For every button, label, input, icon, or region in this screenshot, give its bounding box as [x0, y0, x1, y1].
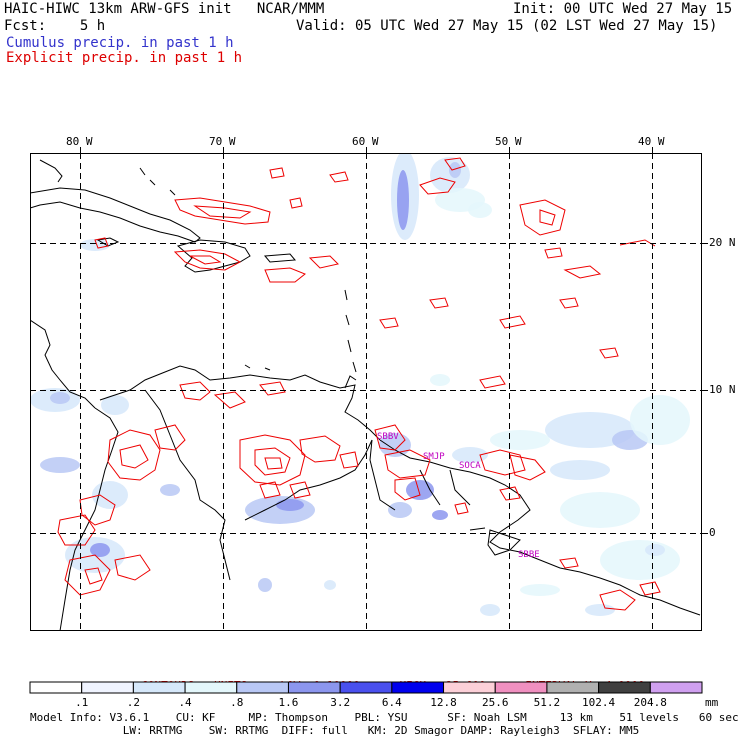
- colorbar-swatch: [132, 681, 186, 694]
- init-time: Init: 00 UTC Wed 27 May 15: [513, 1, 733, 17]
- colorbar-tick: 12.8: [430, 696, 457, 709]
- colorbar-swatch: [391, 681, 445, 694]
- explicit-precip-contours: [57, 157, 661, 611]
- map-frame: [30, 153, 702, 631]
- colorbar-swatch: [494, 681, 548, 694]
- plot-title: HAIC-HIWC 13km ARW-GFS init NCAR/MMM: [4, 1, 325, 17]
- cumulus-legend-label: Cumulus precip. in past 1 h: [6, 35, 234, 51]
- colorbar-tick: 204.8: [633, 696, 667, 709]
- colorbar-tick: 1.6: [278, 696, 299, 709]
- colorbar-swatch: [443, 681, 496, 694]
- station-sbbv: SBBV: [377, 432, 399, 442]
- precip-colorbar: [29, 681, 703, 694]
- model-info-line1: Model Info: V3.6.1 CU: KF MP: Thompson P…: [30, 711, 739, 724]
- cumulus-precip-shading: [30, 153, 690, 616]
- colorbar-swatch: [339, 681, 393, 694]
- colorbar-swatch: [29, 681, 83, 694]
- explicit-legend-label: Explicit precip. in past 1 h: [6, 50, 243, 66]
- station-smjp: SMJP: [423, 452, 445, 462]
- lon-label-70w: 70 W: [209, 135, 236, 148]
- colorbar-tick: 51.2: [533, 696, 561, 709]
- valid-time: Valid: 05 UTC Wed 27 May 15 (02 LST Wed …: [296, 18, 718, 34]
- colorbar-swatch: [184, 681, 238, 694]
- colorbar-tick: .1: [75, 696, 89, 709]
- colorbar-tick: .2: [126, 696, 140, 709]
- lon-label-60w: 60 W: [352, 135, 379, 148]
- colorbar-swatch: [287, 681, 341, 694]
- lat-label-10n: 10 N: [709, 383, 736, 396]
- colorbar-tick: 3.2: [330, 696, 351, 709]
- lat-lon-grid: [30, 153, 702, 631]
- colorbar-tick: 6.4: [381, 696, 402, 709]
- model-info-line2: LW: RRTMG SW: RRTMG DIFF: full KM: 2D Sm…: [30, 724, 640, 737]
- colorbar-swatch: [649, 681, 703, 694]
- lat-label-20n: 20 N: [709, 236, 736, 249]
- lon-label-40w: 40 W: [638, 135, 665, 148]
- colorbar-swatch: [236, 681, 289, 694]
- station-soca: SOCA: [459, 461, 481, 471]
- colorbar-swatch: [598, 681, 651, 694]
- forecast-hour: Fcst: 5 h: [4, 18, 106, 34]
- lon-label-50w: 50 W: [495, 135, 522, 148]
- colorbar-swatch: [81, 681, 134, 694]
- colorbar-tick: .8: [230, 696, 244, 709]
- axis-ticks: [80, 147, 708, 534]
- lon-label-80w: 80 W: [66, 135, 93, 148]
- colorbar-tick: 25.6: [481, 696, 509, 709]
- colorbar-tick: .4: [178, 696, 192, 709]
- colorbar-swatch: [546, 681, 600, 694]
- colorbar-units: mm: [705, 696, 719, 709]
- colorbar-tick: 102.4: [582, 696, 616, 709]
- coastlines: [30, 159, 701, 631]
- lat-label-0: 0: [709, 526, 716, 539]
- station-sbbe: SBBE: [518, 550, 540, 560]
